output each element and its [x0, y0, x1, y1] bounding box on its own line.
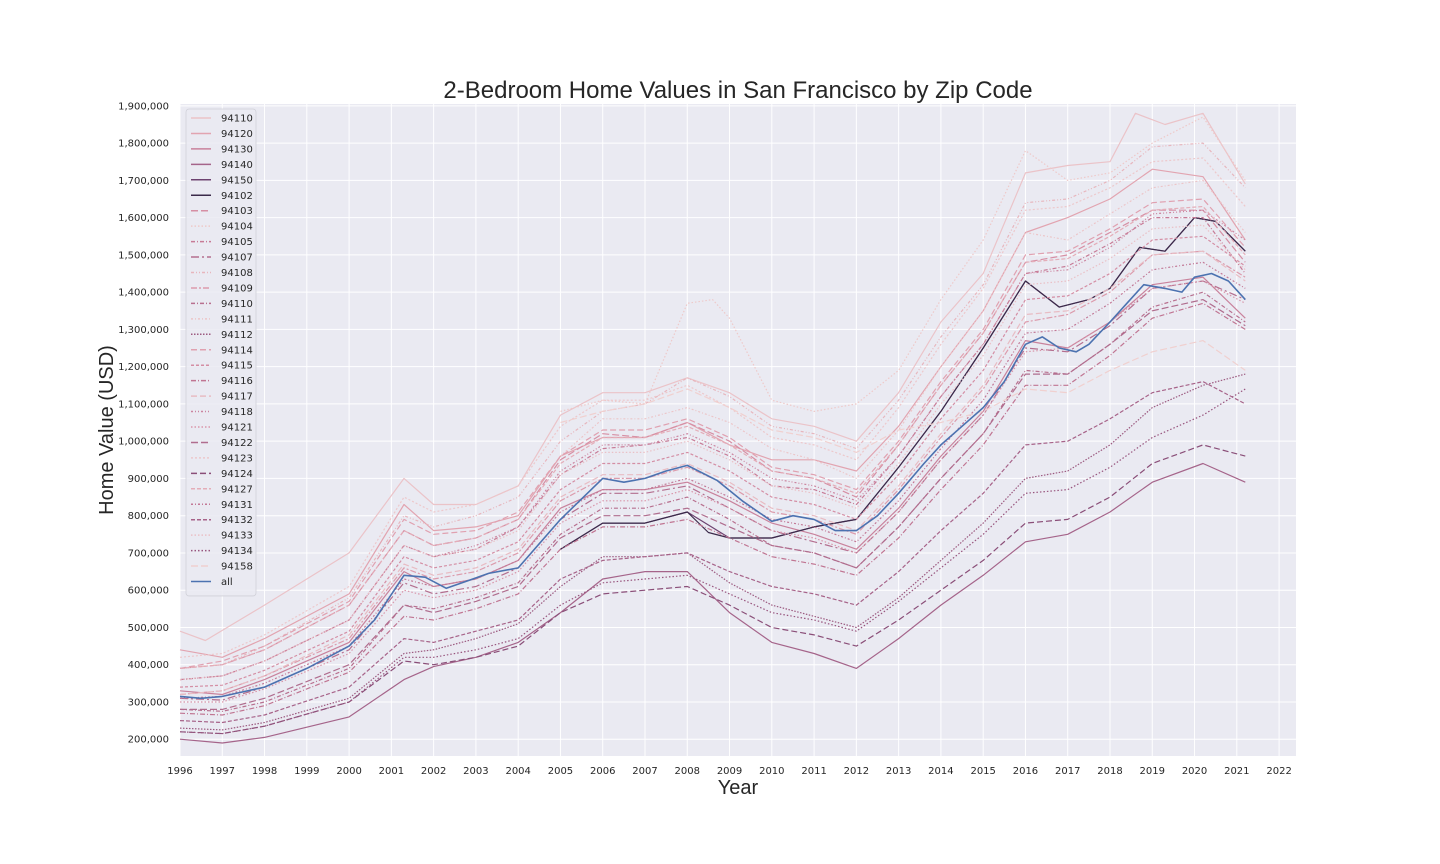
legend-label: 94121 — [221, 423, 253, 434]
x-tick-label: 2009 — [717, 766, 742, 777]
y-tick-label: 1,700,000 — [118, 176, 169, 187]
legend-label: 94104 — [221, 222, 253, 233]
x-tick-label: 2006 — [590, 766, 615, 777]
legend-label: 94120 — [221, 129, 253, 140]
legend-label: 94130 — [221, 144, 253, 155]
x-tick-label: 2012 — [844, 766, 869, 777]
x-tick-label: 2018 — [1097, 766, 1122, 777]
x-tick-label: 2021 — [1224, 766, 1249, 777]
y-tick-label: 900,000 — [128, 474, 169, 485]
x-tick-label: 2019 — [1140, 766, 1165, 777]
legend-label: 94105 — [221, 237, 253, 248]
x-tick-label: 2020 — [1182, 766, 1207, 777]
y-tick-label: 1,500,000 — [118, 250, 169, 261]
legend-label: 94158 — [221, 562, 253, 573]
x-tick-label: 2007 — [632, 766, 657, 777]
y-axis-label: Home Value (USD) — [96, 345, 118, 515]
legend: 94110 94120 94130 94140 94150 94102 94103 94104… — [186, 109, 256, 596]
legend-label: 94150 — [221, 175, 253, 186]
x-tick-label: 1996 — [167, 766, 192, 777]
legend-label: 94133 — [221, 531, 253, 542]
y-tick-label: 1,100,000 — [118, 399, 169, 410]
legend-label: 94110 — [221, 299, 253, 310]
x-tick-label: 1999 — [294, 766, 319, 777]
x-tick-label: 2005 — [548, 766, 573, 777]
x-tick-label: 2002 — [421, 766, 446, 777]
legend-label: 94107 — [221, 253, 253, 264]
y-tick-label: 700,000 — [128, 548, 169, 559]
legend-label: 94114 — [221, 345, 253, 356]
legend-label: 94134 — [221, 546, 253, 557]
y-tick-label: 200,000 — [128, 735, 169, 746]
legend-label: 94109 — [221, 283, 253, 294]
x-tick-label: 2011 — [801, 766, 826, 777]
legend-label: 94132 — [221, 515, 253, 526]
x-tick-label: 1998 — [252, 766, 277, 777]
x-tick-label: 2014 — [928, 766, 953, 777]
y-tick-label: 1,900,000 — [118, 101, 169, 112]
x-tick-label: 1997 — [210, 766, 235, 777]
x-tick-label: 2000 — [336, 766, 361, 777]
legend-label: 94117 — [221, 392, 253, 403]
x-tick-label: 2013 — [886, 766, 911, 777]
y-tick-label: 1,400,000 — [118, 288, 169, 299]
legend-label: 94140 — [221, 160, 253, 171]
legend-label: 94103 — [221, 206, 253, 217]
legend-label: 94127 — [221, 484, 253, 495]
plot-area — [180, 104, 1296, 756]
y-tick-label: 1,600,000 — [118, 213, 169, 224]
legend-label: 94108 — [221, 268, 253, 279]
x-tick-label: 2017 — [1055, 766, 1080, 777]
x-axis-label: Year — [718, 777, 759, 799]
x-tick-label: 2003 — [463, 766, 488, 777]
y-tick-label: 300,000 — [128, 697, 169, 708]
legend-label: all — [221, 577, 233, 588]
y-tick-label: 1,000,000 — [118, 437, 169, 448]
y-tick-label: 600,000 — [128, 586, 169, 597]
legend-label: 94102 — [221, 191, 253, 202]
legend-label: 94118 — [221, 407, 253, 418]
y-tick-label: 1,200,000 — [118, 362, 169, 373]
chart-title: 2-Bedroom Home Values in San Francisco b… — [443, 77, 1032, 104]
y-tick-label: 1,300,000 — [118, 325, 169, 336]
legend-label: 94112 — [221, 330, 253, 341]
legend-label: 94122 — [221, 438, 253, 449]
legend-label: 94123 — [221, 453, 253, 464]
x-tick-label: 2001 — [379, 766, 404, 777]
x-tick-label: 2016 — [1013, 766, 1038, 777]
legend-label: 94124 — [221, 469, 253, 480]
x-tick-label: 2015 — [970, 766, 995, 777]
x-tick-label: 2004 — [505, 766, 530, 777]
legend-label: 94111 — [221, 314, 253, 325]
x-tick-label: 2008 — [675, 766, 700, 777]
legend-label: 94131 — [221, 500, 253, 511]
legend-label: 94116 — [221, 376, 253, 387]
y-tick-label: 800,000 — [128, 511, 169, 522]
y-tick-label: 400,000 — [128, 660, 169, 671]
y-tick-label: 500,000 — [128, 623, 169, 634]
legend-label: 94110 — [221, 114, 253, 125]
x-tick-label: 2010 — [759, 766, 784, 777]
legend-label: 94115 — [221, 361, 253, 372]
y-tick-label: 1,800,000 — [118, 139, 169, 150]
x-tick-label: 2022 — [1266, 766, 1291, 777]
